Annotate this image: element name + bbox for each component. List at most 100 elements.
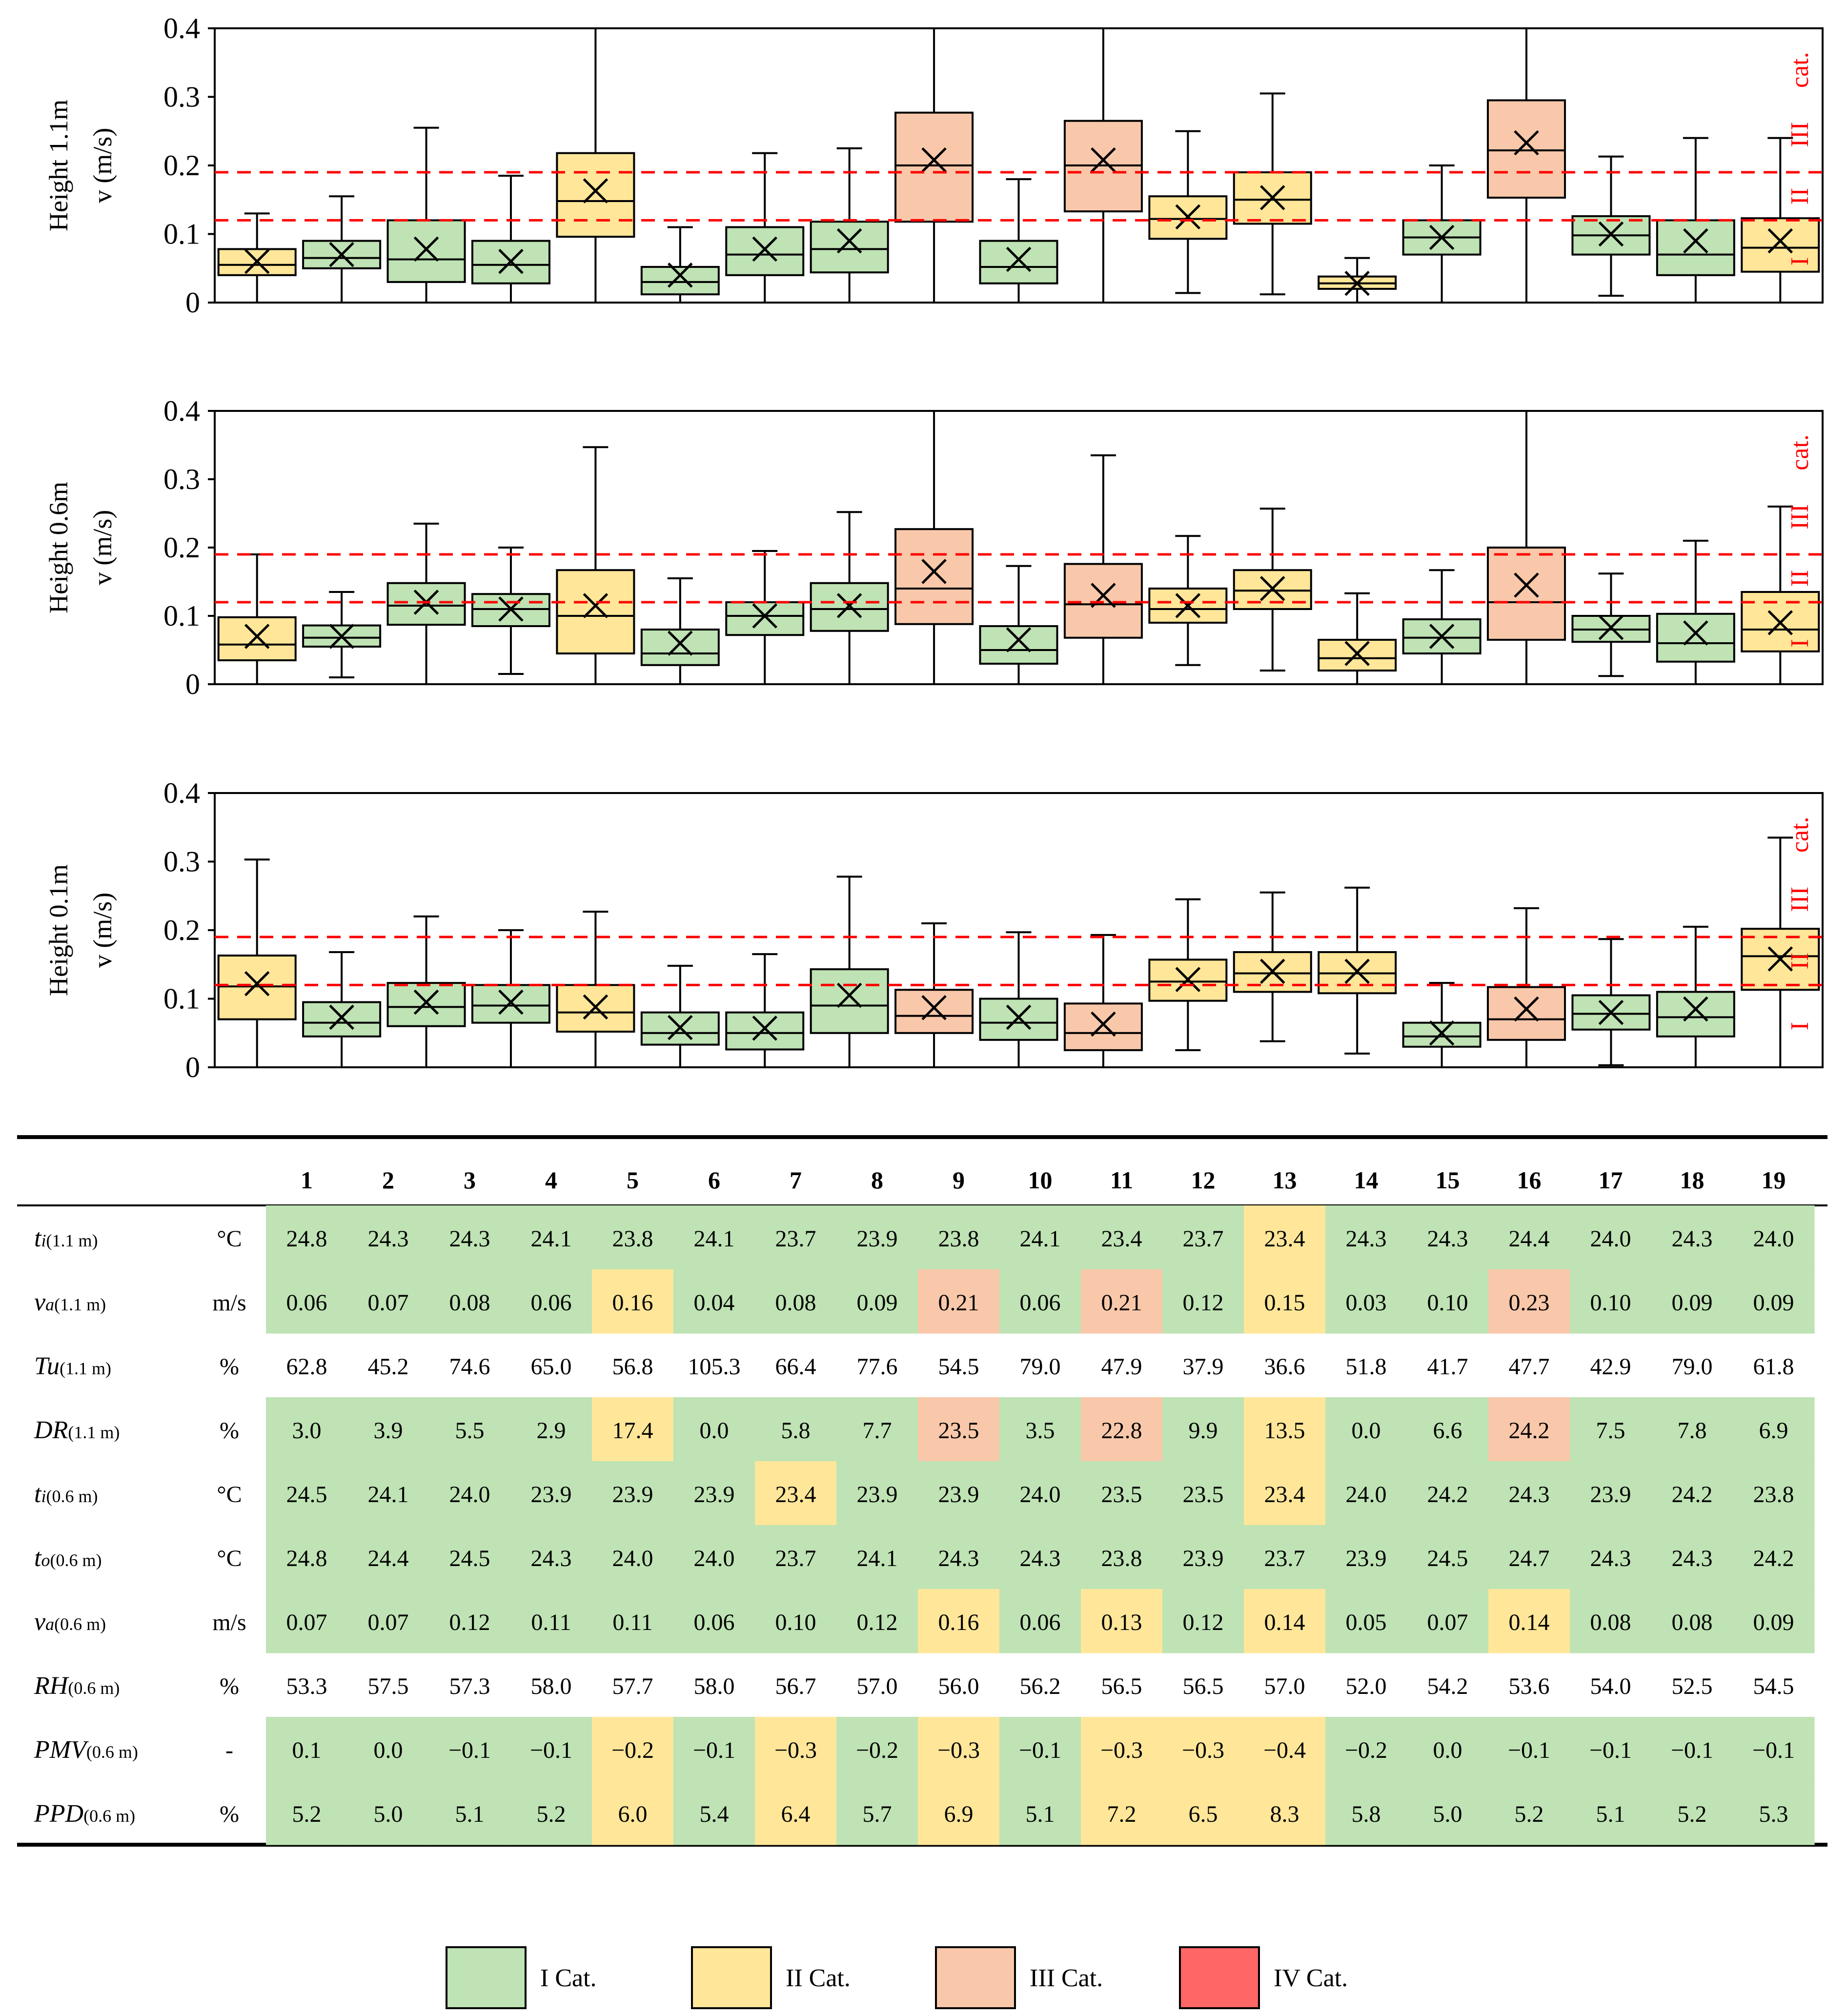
cell-value: 23.9 — [1590, 1482, 1631, 1507]
legend-swatch — [447, 1947, 526, 2008]
cell-value: 0.0 — [1352, 1418, 1381, 1444]
cell-value: 23.8 — [1101, 1546, 1142, 1571]
cell-value: 45.2 — [368, 1354, 409, 1380]
box-1 — [219, 859, 296, 1067]
cell-value: −0.1 — [1508, 1737, 1550, 1763]
cell-value: 24.3 — [449, 1226, 490, 1252]
row-label: ti(0.6 m) — [34, 1480, 98, 1508]
cell-value: 0.06 — [286, 1290, 327, 1316]
cell-value: 79.0 — [1020, 1354, 1061, 1380]
cell-value: 5.2 — [1515, 1801, 1544, 1827]
box-18 — [1657, 541, 1734, 684]
cell-value: 17.4 — [612, 1418, 653, 1444]
cell-value: 57.0 — [1264, 1673, 1305, 1699]
cell-value: 5.2 — [1678, 1801, 1707, 1827]
category-label-4: cat. — [1786, 816, 1814, 853]
cell-value: 37.9 — [1183, 1354, 1224, 1380]
cell-value: 24.0 — [449, 1482, 490, 1507]
boxplot-panel-1: 00.10.20.30.4Height 1.1m v (m/s)IIIIIIcat… — [44, 12, 1823, 319]
cell-value: 8.3 — [1270, 1801, 1299, 1827]
cell-value: 5.1 — [455, 1801, 485, 1827]
cell-value: 0.16 — [938, 1609, 979, 1635]
cell-value: 23.7 — [1264, 1546, 1305, 1571]
box-16 — [1488, 411, 1565, 684]
column-header-19: 19 — [1762, 1166, 1786, 1194]
cell-value: 57.3 — [449, 1673, 490, 1699]
cell-value: 24.0 — [1020, 1482, 1061, 1507]
category-label-3: III — [1786, 122, 1814, 147]
cell-value: 23.7 — [775, 1226, 816, 1252]
legend-label: I Cat. — [540, 1964, 597, 1992]
cell-value: −0.1 — [1752, 1737, 1795, 1763]
cell-value: 24.3 — [938, 1546, 979, 1571]
category-label-3: III — [1786, 887, 1814, 912]
row-label: Tu(1.1 m) — [34, 1352, 111, 1380]
iqr-box — [726, 227, 803, 275]
cell-value: 24.3 — [1346, 1226, 1387, 1252]
iqr-box — [1488, 548, 1565, 640]
cell-value: 0.12 — [1183, 1290, 1224, 1316]
box-2 — [303, 196, 380, 303]
box-15 — [1403, 165, 1481, 303]
cell-value: 0.07 — [368, 1609, 409, 1635]
cell-value: 5.0 — [1433, 1801, 1462, 1827]
cell-value: 0.09 — [1672, 1290, 1713, 1316]
legend-label: IV Cat. — [1274, 1964, 1348, 1992]
cell-value: 52.0 — [1346, 1673, 1387, 1699]
table-row: 0.07 0.07 0.12 0.11 0.11 0.06 0.10 0.12 0.16 0.06… — [34, 1589, 1815, 1653]
cell-value: 23.9 — [694, 1482, 735, 1507]
cell-value: 36.6 — [1264, 1354, 1305, 1380]
iqr-box — [642, 630, 719, 665]
y-axis-label-unit: v (m/s) — [88, 510, 117, 586]
iqr-box — [1657, 220, 1734, 275]
cell-value: 5.7 — [863, 1801, 892, 1827]
cell-value: 0.08 — [775, 1290, 816, 1316]
cell-value: 66.4 — [775, 1354, 816, 1380]
cell-value: 47.7 — [1509, 1354, 1550, 1380]
column-header-18: 18 — [1680, 1166, 1705, 1194]
cell-value: 5.2 — [537, 1801, 566, 1827]
cell-value: 0.09 — [1753, 1609, 1794, 1635]
cell-value: 24.0 — [694, 1546, 735, 1571]
cell-value: 57.0 — [857, 1673, 898, 1699]
row-label: va(0.6 m) — [34, 1608, 106, 1636]
cell-value: 24.5 — [449, 1546, 490, 1571]
box-9 — [895, 411, 973, 684]
legend-item-4: IV Cat. — [1180, 1947, 1348, 2008]
table-row: 3.0 3.9 5.5 2.9 17.4 0.0 5.8 7.7 23.5 3.5 22.8 9.9 1… — [34, 1397, 1815, 1462]
box-9 — [895, 28, 973, 303]
row-unit: m/s — [212, 1290, 246, 1316]
cell-value: 23.4 — [775, 1482, 816, 1507]
box-10 — [980, 932, 1057, 1067]
cell-value: 24.1 — [1020, 1226, 1061, 1252]
box-16 — [1488, 28, 1565, 303]
cell-value: 0.10 — [1590, 1290, 1631, 1316]
y-tick-label: 0.2 — [163, 531, 200, 564]
cell-value: −0.1 — [1019, 1737, 1061, 1763]
cell-value: 24.8 — [286, 1546, 327, 1571]
cell-value: 53.6 — [1509, 1673, 1550, 1699]
legend-item-3: III Cat. — [936, 1947, 1103, 2008]
category-label-3: III — [1786, 504, 1814, 529]
column-header-5: 5 — [627, 1166, 639, 1194]
cell-value: 24.0 — [1753, 1226, 1794, 1252]
cell-value: 24.2 — [1509, 1418, 1550, 1444]
cell-value: 47.9 — [1101, 1354, 1142, 1380]
table-row: 0.1 0.0 −0.1 −0.1 −0.2 −0.1 −0.3 −0.2 −0.3 −0.1 −0… — [34, 1717, 1815, 1781]
cell-value: 0.08 — [1590, 1609, 1631, 1635]
column-header-3: 3 — [464, 1166, 476, 1194]
row-unit: °C — [217, 1226, 242, 1252]
column-header-12: 12 — [1191, 1166, 1216, 1194]
cell-value: 5.1 — [1596, 1801, 1625, 1827]
cell-value: −0.1 — [693, 1737, 735, 1763]
box-9 — [895, 923, 973, 1067]
cell-value: 5.5 — [455, 1418, 485, 1444]
cell-value: 0.07 — [286, 1609, 327, 1635]
cell-value: 24.3 — [1509, 1482, 1550, 1507]
cell-value: 23.9 — [938, 1482, 979, 1507]
iqr-box — [1488, 101, 1565, 198]
iqr-box — [388, 220, 465, 282]
row-unit: % — [220, 1418, 239, 1444]
cell-value: 0.0 — [374, 1737, 403, 1763]
column-header-11: 11 — [1110, 1166, 1133, 1194]
